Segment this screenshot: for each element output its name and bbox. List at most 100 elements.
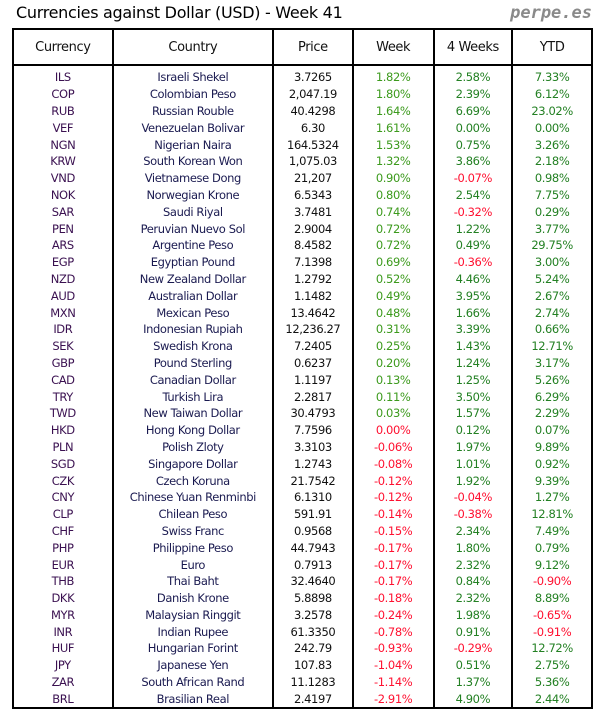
- currency-code: ILS: [12, 65, 114, 86]
- country: South African Rand: [111, 673, 274, 691]
- table-row: CZK Czech Koruna 21.7542 -0.12% 1.92% 9.39%: [12, 472, 593, 489]
- price: 2,047.19: [271, 85, 354, 103]
- table-row: IDR Indonesian Rupiah 12,236.27 0.31% 3.39% 0…: [12, 320, 593, 338]
- table-row: EGP Egyptian Pound 7.1398 0.69% -0.36% 3.00%: [12, 253, 593, 271]
- four-week-change: -0.32%: [432, 203, 514, 221]
- ytd-change: 0.92%: [511, 455, 593, 473]
- currency-code: CNY: [12, 488, 114, 506]
- week-change: 0.72%: [351, 220, 435, 237]
- four-week-change: 1.57%: [432, 404, 514, 422]
- price: 0.7913: [271, 556, 354, 573]
- price: 3.3103: [271, 438, 354, 456]
- ytd-change: 0.29%: [511, 203, 593, 221]
- ytd-change: 3.17%: [511, 354, 593, 372]
- ytd-change: 9.39%: [511, 472, 593, 489]
- ytd-change: 2.75%: [511, 656, 593, 674]
- ytd-change: 12.72%: [511, 640, 593, 657]
- country: Venezuelan Bolivar: [111, 119, 274, 137]
- table-row: THB Thai Baht 32.4640 -0.17% 0.84% -0.90%: [12, 572, 593, 590]
- ytd-change: 9.89%: [511, 438, 593, 456]
- country: Indian Rupee: [111, 623, 274, 641]
- country: South Korean Won: [111, 152, 274, 170]
- week-change: -0.14%: [351, 505, 435, 523]
- country: New Taiwan Dollar: [111, 404, 274, 422]
- table-row: BRL Brasilian Real 2.4197 -2.91% 4.90% 2.44%: [12, 690, 593, 709]
- currency-code: TWD: [12, 404, 114, 422]
- ytd-change: 0.98%: [511, 169, 593, 187]
- currency-code: JPY: [12, 656, 114, 674]
- four-week-change: 4.90%: [432, 690, 514, 709]
- country: Colombian Peso: [111, 85, 274, 103]
- country: Swiss Franc: [111, 522, 274, 540]
- currency-code: CHF: [12, 522, 114, 540]
- header-week: Week: [351, 28, 435, 66]
- currency-code: THB: [12, 572, 114, 590]
- ytd-change: 0.66%: [511, 320, 593, 338]
- country: Mexican Peso: [111, 304, 274, 321]
- ytd-change: 2.18%: [511, 152, 593, 170]
- country: Indonesian Rupiah: [111, 320, 274, 338]
- four-week-change: -0.29%: [432, 640, 514, 657]
- four-week-change: 0.84%: [432, 572, 514, 590]
- four-week-change: 4.46%: [432, 270, 514, 288]
- country: Japanese Yen: [111, 656, 274, 674]
- price: 5.8898: [271, 589, 354, 607]
- country: Australian Dollar: [111, 287, 274, 305]
- price: 3.2578: [271, 606, 354, 624]
- ytd-change: 5.24%: [511, 270, 593, 288]
- table-row: SGD Singapore Dollar 1.2743 -0.08% 1.01% 0.92…: [12, 455, 593, 473]
- price: 1.2792: [271, 270, 354, 288]
- week-change: -0.15%: [351, 522, 435, 540]
- week-change: -0.08%: [351, 455, 435, 473]
- four-week-change: 0.00%: [432, 119, 514, 137]
- currency-table: Currency Country Price Week 4 Weeks YTD …: [12, 28, 593, 710]
- table-row: JPY Japanese Yen 107.83 -1.04% 0.51% 2.75%: [12, 656, 593, 674]
- four-week-change: 1.92%: [432, 472, 514, 489]
- four-week-change: 2.58%: [432, 65, 514, 86]
- currency-code: CAD: [12, 371, 114, 389]
- country: Nigerian Naira: [111, 136, 274, 153]
- country: Singapore Dollar: [111, 455, 274, 473]
- price: 44.7943: [271, 539, 354, 557]
- four-week-change: 1.01%: [432, 455, 514, 473]
- price: 3.7481: [271, 203, 354, 221]
- four-week-change: 3.86%: [432, 152, 514, 170]
- price: 7.2405: [271, 337, 354, 355]
- country: Swedish Krona: [111, 337, 274, 355]
- price: 1.2743: [271, 455, 354, 473]
- price: 0.6237: [271, 354, 354, 372]
- four-week-change: 3.95%: [432, 287, 514, 305]
- country: Israeli Shekel: [111, 65, 274, 86]
- currency-code: INR: [12, 623, 114, 641]
- country: Argentine Peso: [111, 236, 274, 254]
- price: 2.9004: [271, 220, 354, 237]
- table-row: NGN Nigerian Naira 164.5324 1.53% 0.75% 3.26%: [12, 136, 593, 153]
- ytd-change: 5.26%: [511, 371, 593, 389]
- table-row: PEN Peruvian Nuevo Sol 2.9004 0.72% 1.22% 3.7…: [12, 220, 593, 237]
- ytd-change: 3.77%: [511, 220, 593, 237]
- country: Brasilian Real: [111, 690, 274, 709]
- four-week-change: 0.51%: [432, 656, 514, 674]
- currency-code: KRW: [12, 152, 114, 170]
- table-row: TRY Turkish Lira 2.2817 0.11% 3.50% 6.29%: [12, 388, 593, 405]
- week-change: 0.03%: [351, 404, 435, 422]
- four-week-change: -0.07%: [432, 169, 514, 187]
- page-title: Currencies against Dollar (USD) - Week 4…: [16, 3, 343, 22]
- country: Thai Baht: [111, 572, 274, 590]
- currency-code: NOK: [12, 186, 114, 204]
- currency-code: EUR: [12, 556, 114, 573]
- price: 40.4298: [271, 102, 354, 120]
- four-week-change: 1.22%: [432, 220, 514, 237]
- ytd-change: 6.29%: [511, 388, 593, 405]
- ytd-change: 12.71%: [511, 337, 593, 355]
- country: Polish Zloty: [111, 438, 274, 456]
- week-change: -0.24%: [351, 606, 435, 624]
- ytd-change: -0.65%: [511, 606, 593, 624]
- currency-code: TRY: [12, 388, 114, 405]
- week-change: 0.31%: [351, 320, 435, 338]
- header-ytd: YTD: [511, 28, 593, 66]
- country: Danish Krone: [111, 589, 274, 607]
- week-change: -0.93%: [351, 640, 435, 657]
- ytd-change: 2.29%: [511, 404, 593, 422]
- price: 21,207: [271, 169, 354, 187]
